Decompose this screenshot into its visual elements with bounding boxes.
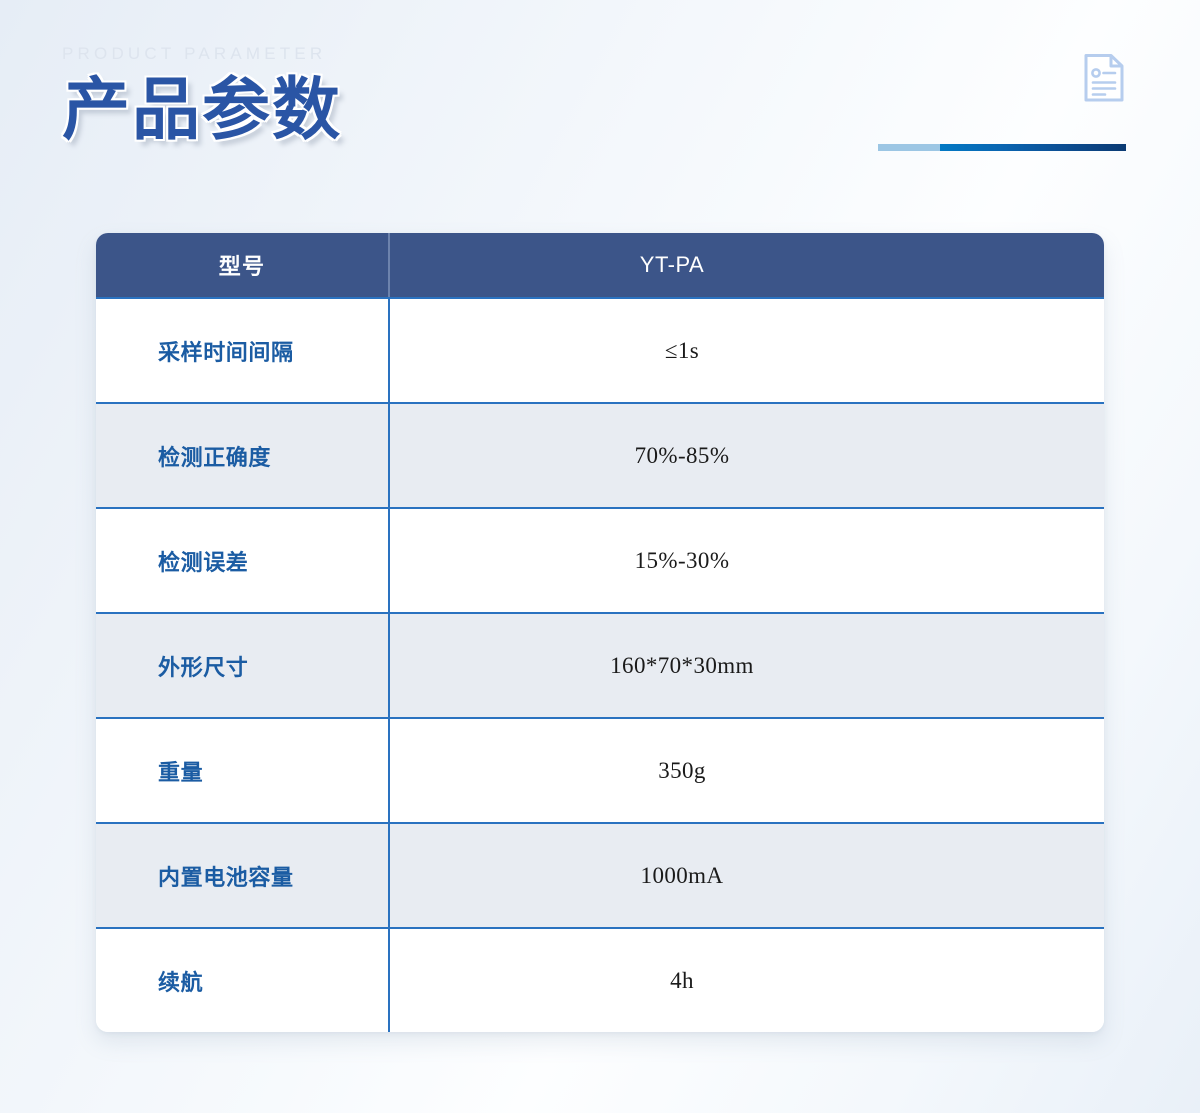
row-label-text: 重量 — [158, 759, 204, 785]
row-value-cell: 4h — [388, 929, 1104, 1032]
row-value-text: 160*70*30mm — [610, 652, 754, 678]
accent-bar — [878, 144, 1126, 151]
table-row: 检测正确度 70%-85% — [96, 402, 1104, 507]
page-title: 产品参数 — [62, 71, 343, 151]
row-label-text: 检测正确度 — [158, 444, 272, 470]
row-value-cell: 1000mA — [388, 824, 1104, 927]
row-label-cell: 重量 — [96, 719, 388, 822]
table-row: 重量 350g — [96, 717, 1104, 822]
table-header-row: 型号 YT-PA — [96, 233, 1104, 297]
accent-bar-light-segment — [878, 144, 940, 151]
table-header-value-text: YT-PA — [639, 252, 705, 277]
row-value-text: 1000mA — [640, 862, 724, 888]
eyebrow-caption: PRODUCT PARAMETER — [62, 44, 327, 63]
accent-bar-gradient-segment — [940, 144, 1126, 151]
table-header-value-cell: YT-PA — [388, 233, 1104, 297]
row-value-text: 350g — [658, 757, 706, 783]
row-label-cell: 续航 — [96, 929, 388, 1032]
row-label-text: 检测误差 — [158, 549, 249, 575]
row-label-text: 续航 — [158, 969, 204, 995]
row-label-text: 外形尺寸 — [158, 654, 249, 680]
row-value-cell: 15%-30% — [388, 509, 1104, 612]
table-header-label-cell: 型号 — [96, 233, 388, 297]
row-value-cell: 160*70*30mm — [388, 614, 1104, 717]
row-value-cell: 350g — [388, 719, 1104, 822]
row-label-cell: 检测误差 — [96, 509, 388, 612]
table-row: 内置电池容量 1000mA — [96, 822, 1104, 927]
page-header: PRODUCT PARAMETER 产品参数 — [0, 0, 1200, 200]
row-label-cell: 检测正确度 — [96, 404, 388, 507]
row-value-text: 15%-30% — [634, 547, 730, 573]
product-parameter-table: 型号 YT-PA 采样时间间隔 ≤1s 检测正确度 70%-85% 检 — [96, 233, 1104, 1032]
row-value-text: 4h — [670, 967, 694, 993]
row-label-cell: 内置电池容量 — [96, 824, 388, 927]
row-value-text: 70%-85% — [634, 442, 730, 468]
table-header-label-text: 型号 — [218, 254, 266, 279]
row-label-text: 采样时间间隔 — [158, 339, 294, 365]
row-value-cell: 70%-85% — [388, 404, 1104, 507]
table-row: 采样时间间隔 ≤1s — [96, 297, 1104, 402]
spec-table-wrapper: 型号 YT-PA 采样时间间隔 ≤1s 检测正确度 70%-85% 检 — [96, 233, 1104, 1032]
document-icon — [1082, 52, 1126, 104]
row-label-cell: 外形尺寸 — [96, 614, 388, 717]
row-value-text: ≤1s — [664, 337, 700, 363]
row-value-cell: ≤1s — [388, 299, 1104, 402]
table-row: 续航 4h — [96, 927, 1104, 1032]
table-row: 检测误差 15%-30% — [96, 507, 1104, 612]
table-row: 外形尺寸 160*70*30mm — [96, 612, 1104, 717]
row-label-cell: 采样时间间隔 — [96, 299, 388, 402]
header-right-group — [876, 52, 1126, 151]
row-label-text: 内置电池容量 — [158, 864, 294, 890]
